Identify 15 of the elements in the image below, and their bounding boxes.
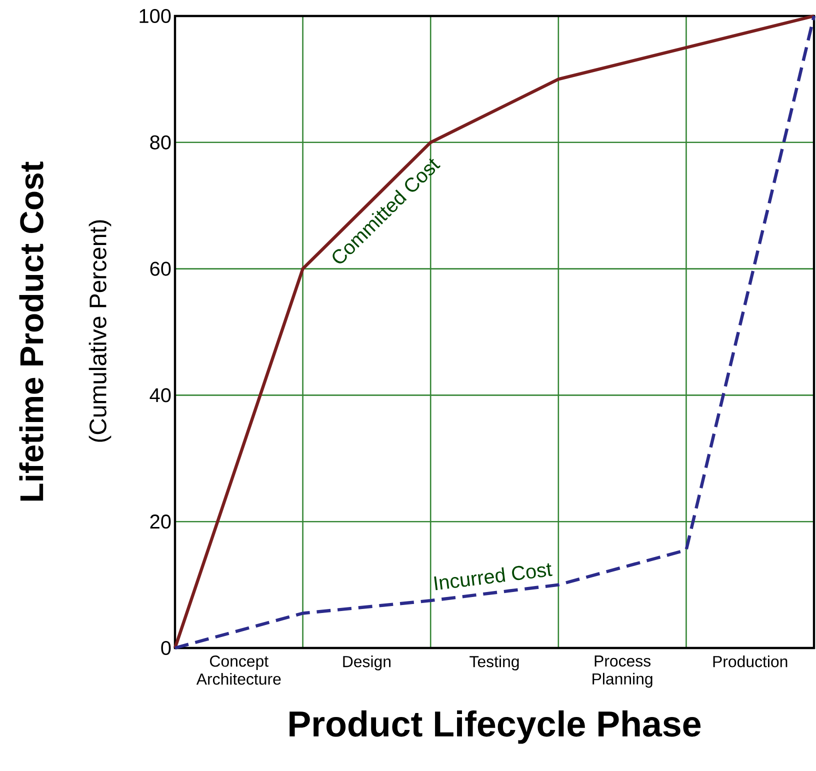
text: Design [343,656,390,670]
y-tick-label: 60 [150,262,171,276]
y-tick-label: 80 [150,135,171,150]
text: (Cumulative Percent) [88,220,112,442]
y-axis-title: Lifetime Product Cost [19,162,44,501]
y-tick-label: 40 [150,388,171,402]
y-tick-label: 20 [150,514,171,529]
text: Incurred Cost [434,563,552,590]
text: Production [713,656,788,668]
text: Concept Architecture [196,656,281,685]
y-tick-label: 100 [140,8,171,24]
text: Testing [470,656,519,670]
text: Process Planning [592,656,652,688]
x-axis-title: Product Lifecycle Phase [290,710,701,744]
y-tick-label: 0 [161,640,171,656]
